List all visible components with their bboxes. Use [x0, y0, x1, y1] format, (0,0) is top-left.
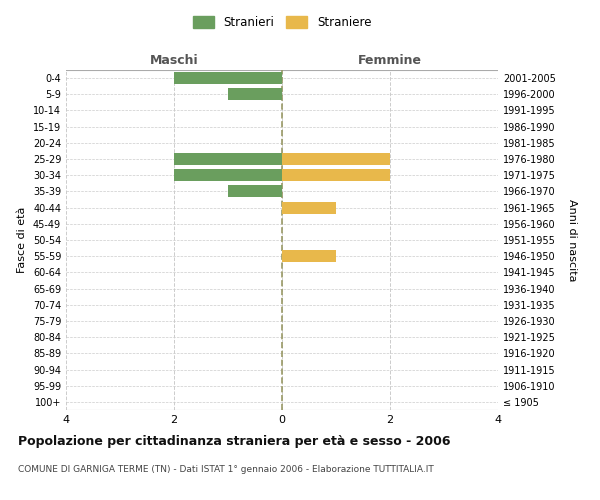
- Bar: [282, 202, 336, 213]
- Text: Femmine: Femmine: [358, 54, 422, 68]
- Legend: Stranieri, Straniere: Stranieri, Straniere: [188, 11, 376, 34]
- Y-axis label: Anni di nascita: Anni di nascita: [567, 198, 577, 281]
- Bar: [228, 186, 282, 198]
- Bar: [282, 250, 336, 262]
- Text: COMUNE DI GARNIGA TERME (TN) - Dati ISTAT 1° gennaio 2006 - Elaborazione TUTTITA: COMUNE DI GARNIGA TERME (TN) - Dati ISTA…: [18, 465, 434, 474]
- Bar: [228, 88, 282, 101]
- Bar: [174, 72, 282, 84]
- Bar: [174, 169, 282, 181]
- Y-axis label: Fasce di età: Fasce di età: [17, 207, 27, 273]
- Bar: [282, 169, 390, 181]
- Bar: [282, 153, 390, 165]
- Text: Popolazione per cittadinanza straniera per età e sesso - 2006: Popolazione per cittadinanza straniera p…: [18, 435, 451, 448]
- Bar: [174, 153, 282, 165]
- Text: Maschi: Maschi: [149, 54, 199, 68]
